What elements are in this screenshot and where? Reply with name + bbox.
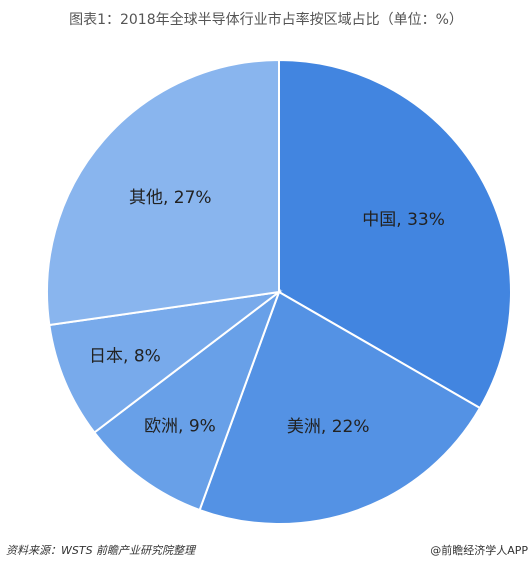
data-label: 中国, 33% bbox=[362, 210, 445, 230]
data-label: 美洲, 22% bbox=[287, 417, 370, 437]
pie-slice bbox=[46, 58, 280, 327]
data-label: 日本, 8% bbox=[89, 347, 161, 367]
pie-slice bbox=[48, 290, 283, 434]
pie: 中国, 33% 美洲, 22% 欧洲, 9% 日本, 8% 其他, 27% bbox=[46, 58, 512, 525]
source: 资料来源：WSTS 前瞻产业研究院整理 bbox=[6, 544, 197, 557]
pie-slice bbox=[278, 58, 512, 410]
data-label: 其他, 27% bbox=[129, 188, 212, 208]
data-label: 欧洲, 9% bbox=[144, 417, 216, 437]
pie-slice bbox=[198, 290, 482, 525]
credit: @前瞻经济学人APP bbox=[430, 543, 528, 557]
pie-slice bbox=[92, 289, 282, 512]
chart-title: 图表1：2018年全球半导体行业市占率按区域占比（单位：%） bbox=[69, 11, 463, 28]
